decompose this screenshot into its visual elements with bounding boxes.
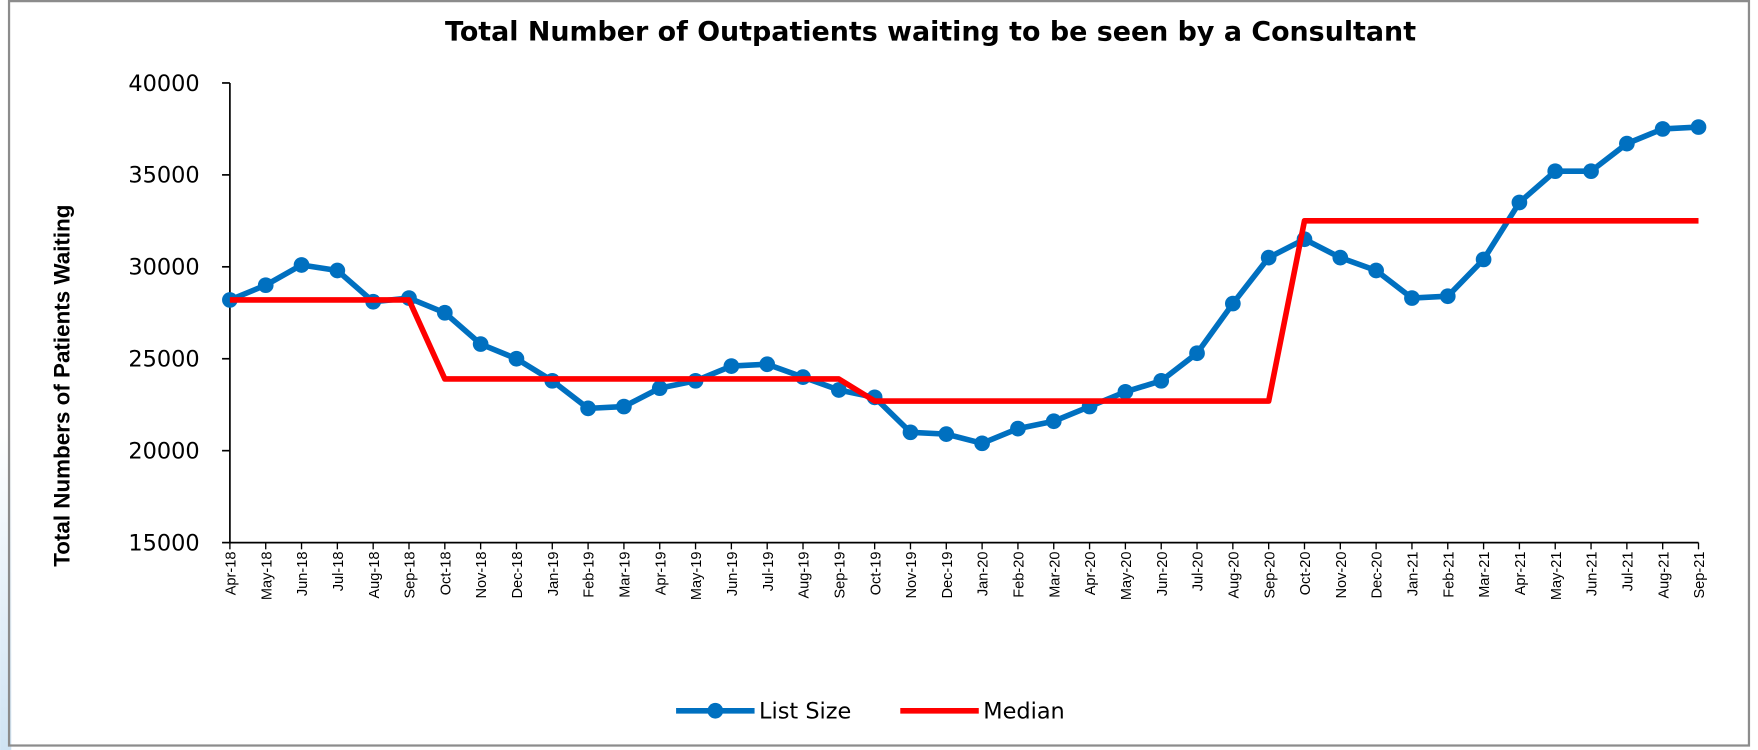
- x-tick-label: Sep-21: [1692, 552, 1708, 599]
- data-point: [616, 398, 632, 415]
- data-point: [1404, 290, 1420, 306]
- x-tick-label: Jan-19: [546, 552, 562, 597]
- x-tick-label: Aug-20: [1226, 552, 1242, 599]
- data-point: [580, 400, 596, 417]
- data-point: [1368, 262, 1384, 279]
- x-tick-label: Oct-19: [868, 552, 884, 596]
- legend-label: List Size: [759, 699, 851, 725]
- x-tick-label: May-19: [689, 552, 705, 601]
- x-tick-label: Apr-19: [653, 552, 669, 596]
- chart-title: Total Number of Outpatients waiting to b…: [445, 16, 1416, 47]
- legend-marker: [707, 702, 724, 719]
- data-point: [257, 277, 274, 294]
- data-point: [1547, 163, 1564, 180]
- x-tick-label: Feb-21: [1441, 552, 1457, 598]
- x-tick-label: Jul-19: [761, 552, 777, 592]
- data-point: [1439, 288, 1456, 305]
- chart-frame: [7, 0, 1751, 747]
- x-tick-label: Aug-18: [367, 552, 383, 599]
- data-point: [472, 336, 489, 352]
- x-tick-label: Aug-21: [1656, 552, 1672, 599]
- x-tick-label: Jul-18: [331, 552, 347, 592]
- data-point: [759, 356, 776, 373]
- legend-label: Median: [983, 699, 1065, 725]
- data-point: [1690, 119, 1707, 135]
- y-axis-title: Total Numbers of Patients Waiting: [50, 205, 75, 567]
- y-tick-label: 15000: [128, 530, 199, 556]
- x-tick-label: Dec-20: [1370, 552, 1386, 599]
- y-tick-label: 25000: [128, 347, 199, 373]
- x-tick-label: Sep-19: [832, 552, 848, 599]
- x-tick-label: Nov-19: [904, 552, 920, 599]
- x-tick-label: Jun-19: [725, 552, 741, 597]
- data-point: [651, 380, 668, 397]
- data-point: [1475, 251, 1492, 268]
- x-tick-label: Jun-20: [1155, 552, 1171, 597]
- x-tick-label: Apr-20: [1083, 552, 1099, 596]
- x-tick-label: Oct-18: [438, 552, 454, 596]
- data-point: [830, 382, 847, 398]
- data-point: [1225, 295, 1241, 312]
- x-tick-label: Apr-21: [1513, 552, 1529, 596]
- data-point: [329, 262, 346, 279]
- x-tick-label: Nov-20: [1334, 552, 1350, 599]
- data-point: [1332, 249, 1349, 266]
- x-tick-label: Mar-20: [1047, 552, 1063, 598]
- x-tick-label: May-18: [259, 552, 275, 601]
- x-tick-label: Jun-21: [1585, 552, 1601, 597]
- series-line: [229, 218, 1699, 404]
- data-point: [1117, 383, 1134, 400]
- decoration: [0, 426, 12, 750]
- data-point: [1511, 194, 1528, 211]
- x-tick-label: May-21: [1549, 552, 1565, 601]
- data-point: [938, 426, 955, 442]
- x-tick-label: Aug-19: [797, 552, 813, 599]
- x-tick-label: Apr-18: [224, 552, 240, 596]
- x-tick-label: Feb-19: [582, 552, 598, 598]
- x-tick-label: Jan-20: [976, 552, 992, 597]
- data-point: [974, 435, 990, 452]
- plot-area: 15000 20000 25000 30000 35000 40000 Apr-18 May-…: [128, 71, 1708, 725]
- x-tick-label: Dec-18: [510, 552, 526, 599]
- data-point: [1654, 121, 1671, 137]
- y-tick-label: 40000: [128, 71, 199, 97]
- y-tick-label: 35000: [128, 163, 199, 189]
- y-tick-label: 30000: [128, 255, 199, 281]
- data-point: [1153, 372, 1170, 389]
- y-tick-label: 20000: [128, 439, 199, 465]
- x-tick-label: Jul-20: [1191, 552, 1207, 592]
- data-point: [902, 424, 919, 441]
- x-tick-label: Oct-20: [1298, 552, 1314, 596]
- x-tick-label: Jun-18: [295, 552, 311, 597]
- data-point: [1045, 413, 1062, 430]
- x-tick-label: Mar-21: [1477, 552, 1493, 598]
- x-tick-label: Mar-19: [618, 552, 634, 598]
- data-point: [1189, 345, 1205, 362]
- x-tick-label: Jul-21: [1620, 552, 1636, 592]
- data-point: [723, 358, 740, 374]
- series-line: [228, 124, 1699, 447]
- data-point: [293, 257, 310, 273]
- data-point: [508, 350, 525, 367]
- x-tick-label: Sep-18: [403, 552, 419, 599]
- data-point: [1010, 420, 1026, 437]
- x-tick-label: May-20: [1119, 552, 1135, 601]
- data-point: [1260, 249, 1277, 266]
- x-tick-label: Sep-20: [1262, 552, 1278, 599]
- x-tick-label: Feb-20: [1012, 552, 1028, 598]
- data-point: [1619, 135, 1635, 152]
- data-point: [436, 304, 453, 321]
- data-point: [1583, 163, 1599, 180]
- x-tick-label: Nov-18: [474, 552, 490, 599]
- x-tick-label: Dec-19: [940, 552, 956, 599]
- x-tick-label: Jan-21: [1406, 552, 1422, 597]
